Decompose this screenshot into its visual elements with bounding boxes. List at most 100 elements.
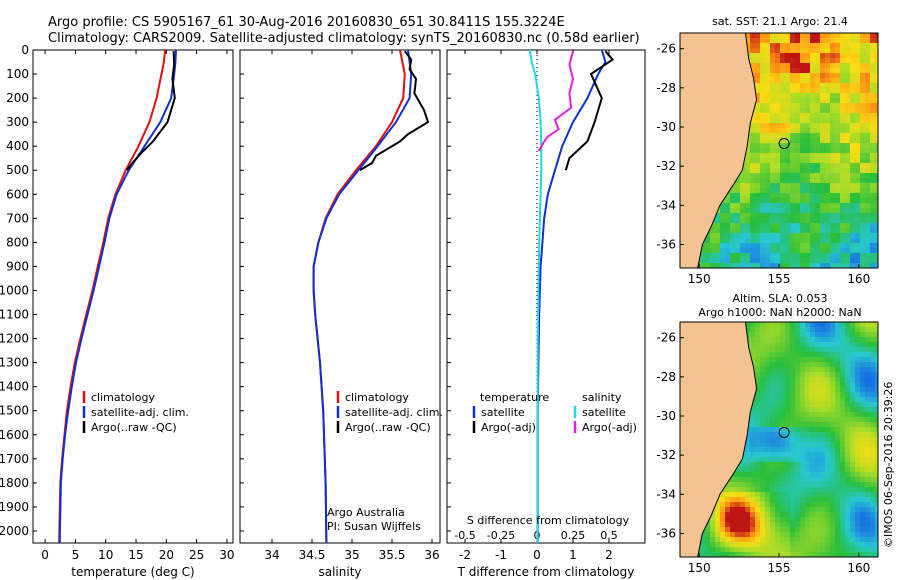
map-cell: [815, 123, 821, 129]
map-cell: [765, 238, 771, 244]
map-cell: [845, 253, 851, 259]
map-cell: [770, 327, 776, 333]
map-cell: [750, 248, 756, 254]
map-cell: [860, 98, 866, 104]
map-cell: [790, 198, 796, 204]
map-cell: [810, 68, 816, 74]
map-cell: [825, 123, 831, 129]
map-cell: [770, 113, 776, 119]
map-cell: [800, 198, 806, 204]
map-cell: [725, 233, 731, 239]
map-cell: [805, 447, 811, 453]
map-cell: [805, 228, 811, 234]
map-cell: [870, 208, 876, 214]
map-cell: [775, 143, 781, 149]
map-cell: [750, 48, 756, 54]
temperature-panel: 0100200300400500600700800900100011001200…: [0, 43, 451, 579]
map-cell: [750, 208, 756, 214]
map-cell: [800, 412, 806, 418]
map-cell: [805, 452, 811, 458]
map-cell: [805, 372, 811, 378]
map-cell: [775, 173, 781, 179]
map-cell: [810, 327, 816, 333]
map-cell: [860, 168, 866, 174]
map-cell: [785, 507, 791, 513]
map-cell: [820, 477, 826, 483]
map-cell: [780, 113, 786, 119]
map-cell: [875, 482, 878, 488]
map-cell: [720, 527, 726, 533]
map-cell: [775, 58, 781, 64]
map-cell: [770, 148, 776, 154]
map-cell: [725, 532, 731, 538]
map-cell: [780, 412, 786, 418]
map-cell: [800, 68, 806, 74]
map-cell: [780, 432, 786, 438]
map-cell: [870, 547, 876, 553]
map-cell: [820, 133, 826, 139]
x-tick-label: 0: [533, 548, 541, 562]
map-cell: [860, 118, 866, 124]
map-cell: [820, 527, 826, 533]
map-cell: [845, 143, 851, 149]
map-cell: [810, 238, 816, 244]
map-cell: [750, 153, 756, 159]
map-cell: [750, 407, 756, 413]
map-cell: [870, 487, 876, 493]
map-cell: [855, 193, 861, 199]
map-cell: [845, 352, 851, 358]
map-cell: [815, 188, 821, 194]
y-tick-label: 1300: [0, 356, 29, 370]
map-cell: [875, 258, 878, 264]
map-cell: [820, 263, 826, 268]
map-cell: [865, 198, 871, 204]
map-cell: [735, 552, 741, 557]
map-cell: [865, 48, 871, 54]
map-cell: [765, 347, 771, 353]
map-cell: [730, 213, 736, 219]
map-cell: [805, 113, 811, 119]
map-cell: [840, 372, 846, 378]
map-cell: [795, 477, 801, 483]
map-cell: [785, 108, 791, 114]
map-cell: [865, 472, 871, 478]
map-cell: [800, 532, 806, 538]
map-cell: [825, 457, 831, 463]
map-cell: [790, 163, 796, 169]
map-cell: [835, 502, 841, 508]
map-cell: [840, 467, 846, 473]
map-cell: [850, 437, 856, 443]
map-cell: [810, 98, 816, 104]
map-cell: [805, 193, 811, 199]
map-cell: [875, 412, 878, 418]
map-cell: [815, 512, 821, 518]
map-cell: [730, 537, 736, 543]
map-cell: [830, 477, 836, 483]
map-cell: [845, 372, 851, 378]
map-cell: [860, 357, 866, 363]
map-cell: [725, 218, 731, 224]
map-cell: [780, 512, 786, 518]
map-cell: [830, 173, 836, 179]
map-cell: [750, 437, 756, 443]
map-cell: [815, 387, 821, 393]
map-cell: [820, 442, 826, 448]
land-mass: [680, 322, 758, 557]
map-cell: [835, 472, 841, 478]
map-cell: [790, 108, 796, 114]
y-tick-label: 1500: [0, 404, 29, 418]
map-cell: [775, 123, 781, 129]
map-cell: [845, 83, 851, 89]
map-cell: [745, 447, 751, 453]
map-cell: [865, 487, 871, 493]
map-cell: [820, 243, 826, 249]
map-cell: [870, 467, 876, 473]
map-cell: [765, 487, 771, 493]
map-cell: [800, 133, 806, 139]
map-cell: [755, 38, 761, 44]
map-cell: [870, 442, 876, 448]
map-cell: [750, 412, 756, 418]
map-cell: [865, 467, 871, 473]
map-cell: [745, 178, 751, 184]
map-cell: [800, 497, 806, 503]
